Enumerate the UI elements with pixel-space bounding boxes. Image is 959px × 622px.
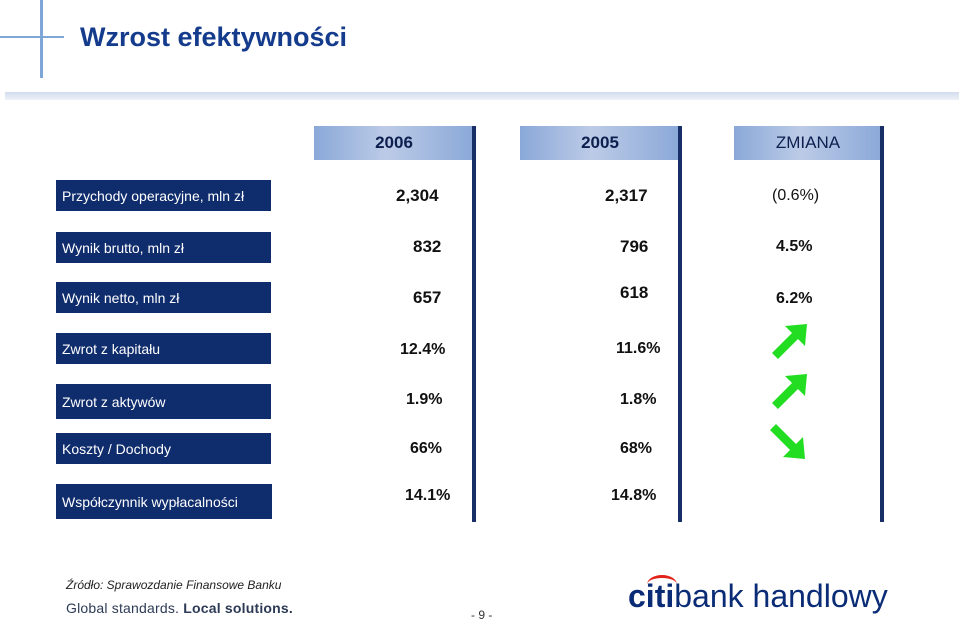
cell-net-profit-change: 6.2%	[776, 290, 813, 307]
page-number: - 9 -	[471, 608, 493, 622]
cell-roe-2006: 12.4%	[400, 341, 446, 358]
row-label-cost-income: Koszty / Dochody	[56, 433, 271, 464]
cell-solvency-ratio-2005: 14.8%	[611, 487, 657, 504]
column-divider-change	[880, 126, 884, 522]
cell-net-profit-2006: 657	[413, 288, 442, 307]
logo-citi-text: citi	[628, 578, 675, 614]
column-divider-2006	[472, 126, 476, 522]
cell-roa-2005: 1.8%	[620, 391, 657, 408]
row-label-solvency-ratio: Współczynnik wypłacalności	[56, 484, 272, 519]
row-label-net-profit: Wynik netto, mln zł	[56, 282, 271, 313]
cell-operating-revenue-2005: 2,317	[605, 186, 648, 205]
logo-bank-handlowy-text: bank handlowy	[674, 578, 888, 614]
column-header-2006: 2006	[314, 126, 474, 160]
cell-operating-revenue-2006: 2,304	[396, 186, 439, 205]
arrow-up-right-icon	[772, 374, 807, 409]
cell-cost-income-2005: 68%	[620, 440, 653, 457]
slogan: Global standards. Local solutions.	[66, 600, 293, 616]
arrow-down-right-icon	[770, 424, 805, 459]
page-title: Wzrost efektywności	[80, 22, 348, 52]
cell-gross-profit-change: 4.5%	[776, 238, 813, 255]
cell-net-profit-2005: 618	[620, 283, 649, 302]
title-divider	[5, 92, 959, 100]
arrow-up-right-icon	[772, 324, 807, 359]
source-note: Źródło: Sprawozdanie Finansowe Banku	[66, 578, 282, 592]
slogan-part-2: Local solutions.	[183, 600, 293, 616]
cell-roa-2006: 1.9%	[406, 391, 443, 408]
cell-solvency-ratio-2006: 14.1%	[405, 487, 451, 504]
citibank-handlowy-logo: citibank handlowy	[628, 578, 888, 615]
citi-logo-arc-icon	[647, 575, 677, 594]
row-label-operating-revenue: Przychody operacyjne, mln zł	[56, 180, 271, 211]
row-label-roa: Zwrot z aktywów	[56, 384, 271, 419]
cell-gross-profit-2006: 832	[413, 237, 442, 256]
decor-vertical-line	[40, 0, 43, 78]
decor-horizontal-line	[0, 36, 64, 38]
slogan-part-1: Global standards.	[66, 600, 180, 616]
column-divider-2005	[678, 126, 682, 522]
cell-gross-profit-2005: 796	[620, 237, 649, 256]
cell-operating-revenue-change: (0.6%)	[772, 187, 820, 204]
cell-cost-income-2006: 66%	[410, 440, 443, 457]
row-label-gross-profit: Wynik brutto, mln zł	[56, 232, 271, 263]
row-label-roe: Zwrot z kapitału	[56, 333, 271, 364]
column-header-change: ZMIANA	[734, 126, 882, 160]
cell-roe-2005: 11.6%	[616, 340, 661, 357]
column-header-2005: 2005	[520, 126, 680, 160]
